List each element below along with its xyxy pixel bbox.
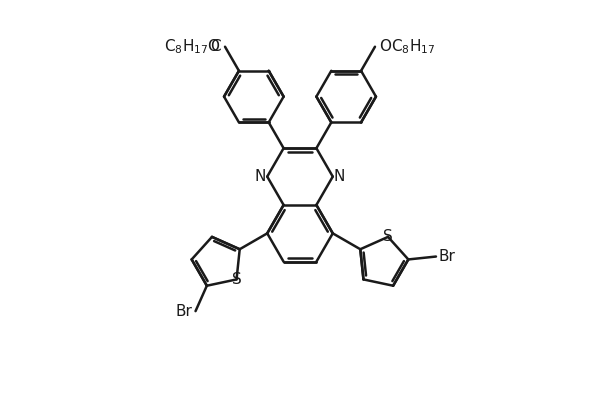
Text: Br: Br xyxy=(176,304,193,319)
Text: N: N xyxy=(255,169,266,184)
Text: C: C xyxy=(211,39,221,54)
Text: Br: Br xyxy=(439,249,456,264)
Text: S: S xyxy=(383,229,393,244)
Text: OC$_8$H$_{17}$: OC$_8$H$_{17}$ xyxy=(379,37,435,56)
Text: N: N xyxy=(334,169,345,184)
Text: S: S xyxy=(232,272,241,287)
Text: C$_8$H$_{17}$O: C$_8$H$_{17}$O xyxy=(164,37,221,56)
